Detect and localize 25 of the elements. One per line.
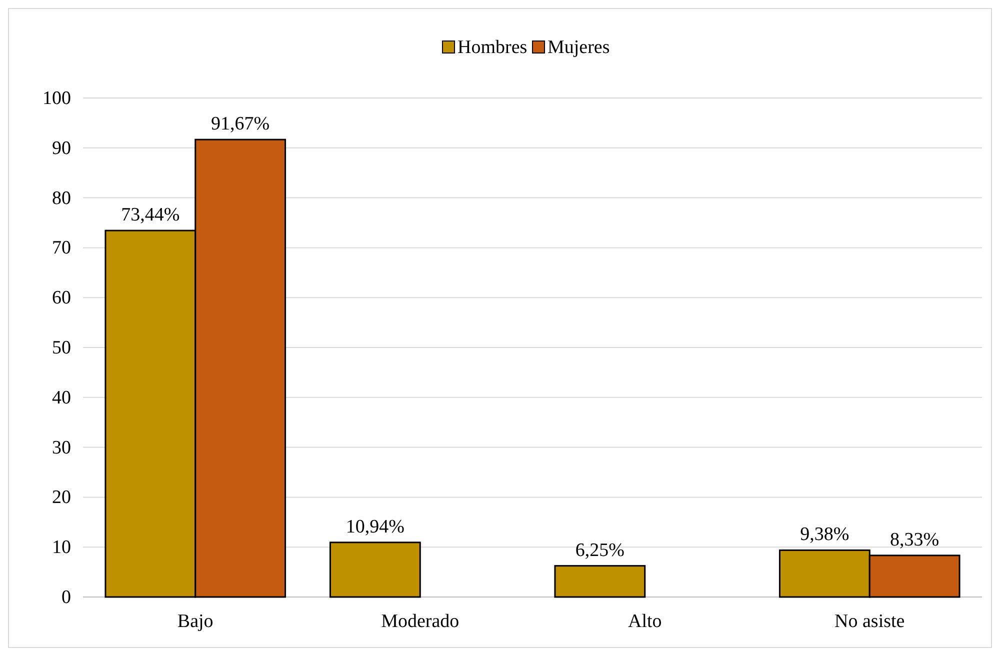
data-label: 8,33% [890, 529, 940, 550]
y-tick-label: 20 [52, 487, 71, 508]
y-tick-label: 100 [42, 88, 71, 109]
data-label: 91,67% [211, 114, 270, 135]
data-label: 9,38% [800, 524, 850, 546]
x-tick-label: Bajo [177, 611, 214, 632]
bar [554, 565, 646, 598]
y-tick-label: 70 [52, 238, 71, 259]
data-label: 6,25% [575, 540, 625, 561]
x-tick-label: Alto [628, 611, 662, 632]
y-tick-label: 10 [52, 537, 71, 558]
bar [329, 542, 421, 598]
x-tick-label: No asiste [834, 611, 905, 632]
x-tick-label: Moderado [381, 611, 460, 632]
y-tick-label: 90 [52, 138, 71, 159]
y-tick-label: 60 [52, 288, 71, 309]
legend-label: Mujeres [548, 37, 610, 58]
y-tick-label: 80 [52, 188, 71, 209]
y-tick-label: 50 [52, 338, 71, 358]
y-tick-label: 0 [62, 587, 71, 608]
y-tick-label: 40 [52, 387, 71, 408]
y-tick-label: 30 [52, 437, 71, 458]
legend-label: Hombres [458, 37, 528, 58]
data-label: 10,94% [346, 516, 405, 538]
data-label: 73,44% [121, 204, 180, 226]
